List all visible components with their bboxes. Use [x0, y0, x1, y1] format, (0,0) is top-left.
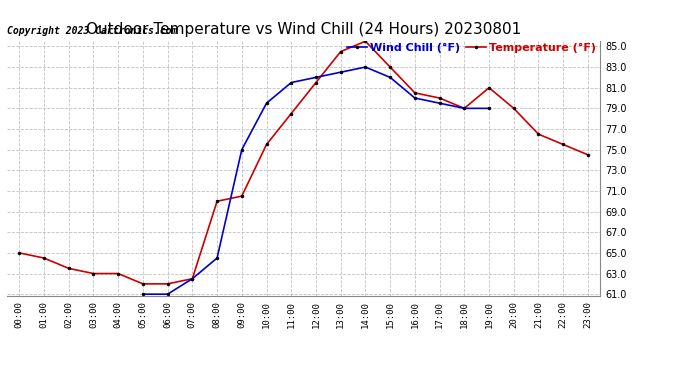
- Wind Chill (°F): [312, 75, 320, 80]
- Wind Chill (°F): [485, 106, 493, 111]
- Temperature (°F): [312, 80, 320, 85]
- Temperature (°F): [65, 266, 73, 271]
- Line: Wind Chill (°F): Wind Chill (°F): [140, 64, 492, 297]
- Temperature (°F): [287, 111, 295, 116]
- Text: Copyright 2023 Cartronics.com: Copyright 2023 Cartronics.com: [7, 26, 177, 36]
- Temperature (°F): [139, 282, 147, 286]
- Legend: Wind Chill (°F), Temperature (°F): Wind Chill (°F), Temperature (°F): [342, 39, 600, 58]
- Wind Chill (°F): [262, 101, 270, 105]
- Temperature (°F): [510, 106, 518, 111]
- Wind Chill (°F): [411, 96, 419, 100]
- Temperature (°F): [15, 251, 23, 255]
- Temperature (°F): [188, 276, 197, 281]
- Temperature (°F): [362, 39, 370, 44]
- Temperature (°F): [337, 50, 345, 54]
- Line: Temperature (°F): Temperature (°F): [17, 39, 591, 286]
- Temperature (°F): [114, 271, 122, 276]
- Wind Chill (°F): [337, 70, 345, 75]
- Temperature (°F): [411, 91, 419, 95]
- Temperature (°F): [237, 194, 246, 198]
- Temperature (°F): [534, 132, 542, 136]
- Wind Chill (°F): [460, 106, 469, 111]
- Wind Chill (°F): [386, 75, 394, 80]
- Temperature (°F): [89, 271, 97, 276]
- Temperature (°F): [164, 282, 172, 286]
- Wind Chill (°F): [435, 101, 444, 105]
- Wind Chill (°F): [362, 65, 370, 69]
- Wind Chill (°F): [287, 80, 295, 85]
- Wind Chill (°F): [164, 292, 172, 296]
- Title: Outdoor Temperature vs Wind Chill (24 Hours) 20230801: Outdoor Temperature vs Wind Chill (24 Ho…: [86, 22, 521, 37]
- Wind Chill (°F): [188, 276, 197, 281]
- Temperature (°F): [460, 106, 469, 111]
- Temperature (°F): [40, 256, 48, 260]
- Temperature (°F): [262, 142, 270, 147]
- Wind Chill (°F): [139, 292, 147, 296]
- Wind Chill (°F): [237, 147, 246, 152]
- Temperature (°F): [584, 153, 592, 157]
- Temperature (°F): [559, 142, 567, 147]
- Temperature (°F): [386, 65, 394, 69]
- Wind Chill (°F): [213, 256, 221, 260]
- Temperature (°F): [435, 96, 444, 100]
- Temperature (°F): [213, 199, 221, 204]
- Temperature (°F): [485, 86, 493, 90]
